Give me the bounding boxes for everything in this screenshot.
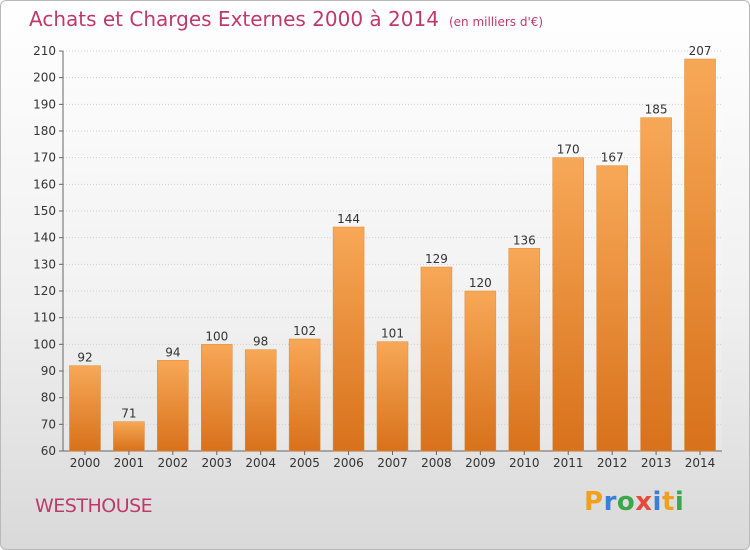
data-label: 170 — [557, 143, 580, 157]
y-tick-label: 100 — [33, 337, 56, 351]
bar — [69, 365, 101, 452]
x-tick-label: 2014 — [685, 456, 716, 470]
logo-letter: o — [616, 487, 636, 517]
y-tick-label: 180 — [33, 124, 56, 138]
title-text: Achats et Charges Externes 2000 à 2014 — [29, 7, 439, 31]
data-label: 100 — [205, 329, 228, 343]
bar — [157, 360, 189, 452]
y-tick-label: 210 — [33, 44, 56, 58]
bar — [684, 58, 716, 452]
bar — [464, 290, 497, 452]
y-tick-label: 70 — [41, 417, 56, 431]
x-tick-label: 2002 — [158, 456, 189, 470]
bar — [420, 266, 453, 452]
y-tick-label: 190 — [33, 97, 56, 111]
x-tick-label: 2004 — [245, 456, 276, 470]
logo-letter: x — [635, 487, 653, 517]
data-label: 71 — [121, 407, 136, 421]
bar — [288, 338, 321, 452]
x-tick-label: 2003 — [201, 456, 232, 470]
data-label: 136 — [513, 233, 536, 247]
data-label: 167 — [601, 151, 624, 165]
bar — [332, 226, 365, 452]
y-tick-label: 130 — [33, 257, 56, 271]
y-tick-label: 110 — [33, 311, 56, 325]
data-label: 144 — [337, 212, 360, 226]
data-label: 101 — [381, 327, 404, 341]
x-tick-label: 2012 — [597, 456, 628, 470]
bar — [552, 157, 584, 452]
x-tick-label: 2005 — [289, 456, 320, 470]
x-tick-label: 2007 — [377, 456, 408, 470]
data-label: 102 — [293, 324, 316, 338]
bar — [376, 341, 409, 452]
y-tick-label: 140 — [33, 231, 56, 245]
logo-letter: r — [603, 487, 617, 517]
x-tick-label: 2006 — [333, 456, 364, 470]
bar — [596, 165, 628, 452]
y-tick-label: 90 — [41, 364, 56, 378]
bar — [508, 248, 541, 452]
y-tick-label: 120 — [33, 284, 56, 298]
proxiti-logo: Proxiti — [584, 487, 684, 517]
logo-letter: t — [661, 487, 675, 517]
logo-letter: i — [652, 487, 662, 517]
x-tick-label: 2011 — [553, 456, 584, 470]
y-tick-label: 160 — [33, 177, 56, 191]
bar — [640, 117, 672, 452]
bar — [113, 421, 145, 452]
y-tick-label: 80 — [41, 391, 56, 405]
x-tick-label: 2009 — [465, 456, 496, 470]
x-tick-label: 2013 — [641, 456, 672, 470]
y-tick-label: 200 — [33, 71, 56, 85]
x-tick-label: 2010 — [509, 456, 540, 470]
data-label: 185 — [645, 103, 668, 117]
chart-title: Achats et Charges Externes 2000 à 2014 (e… — [29, 7, 543, 31]
y-tick-label: 170 — [33, 151, 56, 165]
data-label: 129 — [425, 252, 448, 266]
y-tick-label: 150 — [33, 204, 56, 218]
x-tick-label: 2001 — [114, 456, 145, 470]
data-label: 94 — [165, 345, 180, 359]
location-name: WESTHOUSE — [35, 495, 153, 517]
y-tick-label: 60 — [41, 444, 56, 458]
data-label: 92 — [77, 351, 92, 365]
bar — [201, 344, 233, 452]
x-tick-label: 2008 — [421, 456, 452, 470]
unit-note: (en milliers d'€) — [448, 15, 544, 29]
x-tick-label: 2000 — [70, 456, 101, 470]
logo-letter: P — [584, 487, 604, 517]
data-label: 98 — [253, 335, 268, 349]
data-label: 120 — [469, 276, 492, 290]
data-label: 207 — [689, 44, 712, 58]
bar — [244, 349, 277, 452]
logo-letter: i — [674, 487, 685, 517]
